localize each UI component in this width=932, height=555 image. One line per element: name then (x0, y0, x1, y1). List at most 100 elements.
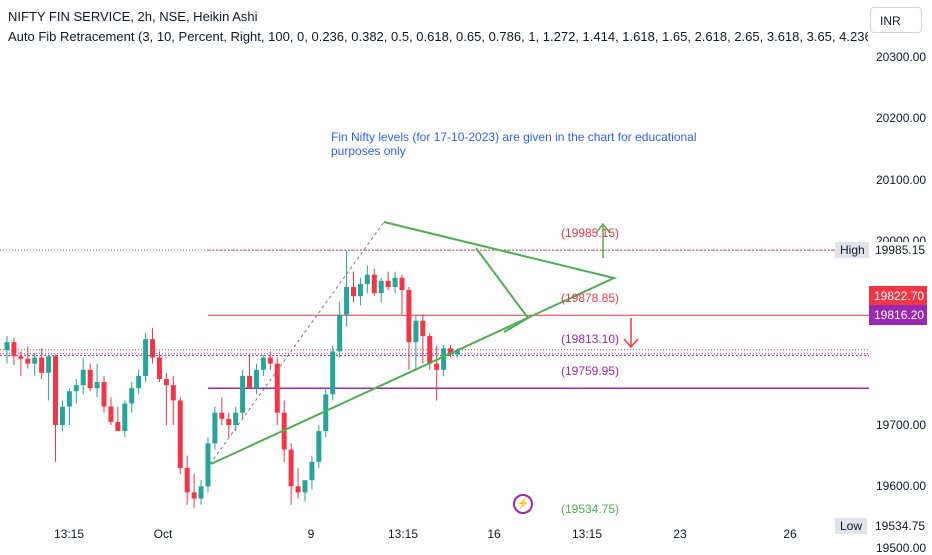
candle-body (170, 385, 176, 401)
candle-body (143, 339, 149, 376)
triangle-pattern (210, 221, 618, 465)
price-tick-label: 20300.00 (876, 50, 927, 64)
candle-body (434, 363, 440, 370)
candle-body (219, 412, 225, 419)
time-tick-label: 23 (673, 527, 687, 541)
candle-body (80, 369, 86, 386)
candle-body (420, 320, 426, 337)
fib-level-label: (19759.95) (560, 364, 620, 379)
candle-body (11, 342, 17, 357)
candle-body (371, 274, 377, 294)
fib-trend-line (209, 221, 385, 465)
candle-body (427, 336, 433, 364)
candle-body (309, 461, 315, 481)
chart-title[interactable]: NIFTY FIN SERVICE, 2h, NSE, Heikin Ashi (8, 9, 258, 24)
price-chart[interactable] (0, 0, 869, 520)
candle-body (101, 382, 107, 407)
price-tick-label: 19700.00 (876, 417, 927, 432)
candle-body (4, 342, 10, 351)
currency-button[interactable]: INR (870, 7, 922, 33)
candle-body (267, 357, 273, 364)
candle-body (87, 369, 93, 389)
fib-level-label: (19878.85) (560, 291, 620, 306)
fib-level-label: (19985.15) (560, 226, 620, 241)
high-value: 19985.15 (869, 242, 932, 259)
time-tick-label: 13:15 (53, 527, 85, 541)
candle-body (46, 356, 52, 373)
candle-body (18, 356, 24, 359)
candle-body (129, 388, 135, 404)
candle-body (351, 286, 356, 297)
candle-body (122, 403, 128, 432)
candle-body (191, 492, 197, 499)
high-label: High (835, 242, 870, 259)
candle-body (385, 280, 391, 287)
triangle-pattern (475, 247, 530, 333)
candle-body (302, 480, 308, 493)
candle-body (247, 375, 253, 389)
price-tag: 19822.70 (869, 286, 927, 306)
candle-body (392, 277, 398, 287)
candle-body (454, 350, 460, 355)
candle-body (288, 449, 294, 487)
price-tick-label: 20200.00 (876, 111, 927, 126)
candle-body (344, 286, 350, 315)
up-arrow-icon (595, 222, 611, 234)
candle-body (357, 283, 363, 297)
candle-body (212, 412, 218, 444)
candle-body (73, 385, 79, 392)
candle-body (150, 339, 156, 358)
candle-body (413, 320, 419, 343)
fib-level-label: (19534.75) (560, 502, 620, 517)
down-arrow-icon (623, 338, 639, 349)
time-tick-label: 16 (487, 527, 501, 541)
candle-body (441, 348, 447, 370)
candle-body (205, 443, 211, 487)
candle-body (66, 391, 72, 407)
price-tick-label: 19500.00 (876, 540, 927, 555)
price-tag: 19816.20 (869, 305, 927, 325)
price-tick-label: 20100.00 (876, 172, 927, 187)
candle-body (448, 348, 454, 355)
candle-body (32, 357, 38, 364)
low-value: 19534.75 (869, 518, 932, 535)
candle-body (156, 357, 162, 379)
candle-body (295, 486, 301, 493)
candle-body (184, 467, 190, 493)
time-tick-label: 13:15 (571, 527, 603, 541)
candle-body (94, 382, 100, 389)
candle-body (260, 357, 266, 370)
candle-body (323, 394, 329, 432)
time-tick-label: 26 (783, 527, 797, 541)
time-tick-label: 13:15 (387, 527, 419, 541)
chart-annotation[interactable]: Fin Nifty levels (for 17-10-2023) are gi… (331, 130, 697, 158)
candle-body (163, 378, 169, 386)
candle-body (330, 351, 336, 395)
candle-body (108, 406, 114, 422)
candle-body (399, 277, 405, 291)
candle-body (316, 431, 322, 462)
candle-body (115, 421, 121, 432)
price-tick-label: 19600.00 (876, 479, 927, 494)
indicator-legend[interactable]: Auto Fib Retracement (3, 10, Percent, Ri… (8, 29, 868, 44)
low-label: Low (835, 518, 868, 535)
time-tick-label: Oct (153, 527, 173, 541)
candle-body (274, 363, 280, 413)
price-axis[interactable]: 20300.0020200.0020100.0020000.0019900.00… (869, 0, 932, 555)
candle-body (198, 486, 204, 499)
fib-level-label: (19813.10) (560, 331, 620, 346)
lightning-icon[interactable]: ⚡ (513, 494, 533, 514)
candle-body (364, 274, 370, 284)
candle-body (59, 406, 65, 425)
time-tick-label: 9 (307, 527, 315, 541)
candle-body (226, 418, 232, 425)
candle-body (240, 375, 246, 413)
candle-body (378, 280, 384, 294)
candle-body (406, 290, 412, 343)
candle-body (39, 357, 45, 373)
candle-body (25, 358, 31, 364)
candle-body (253, 369, 259, 389)
candle-body (337, 314, 343, 352)
candle-body (177, 400, 183, 468)
candle-body (53, 356, 59, 425)
